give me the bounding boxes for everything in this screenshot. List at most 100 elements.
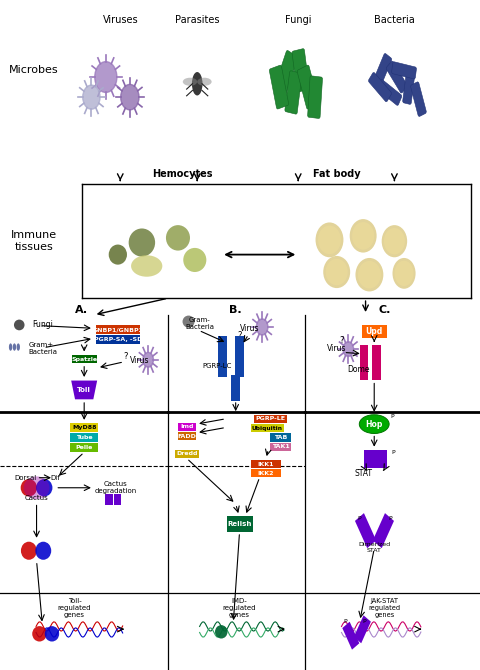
Ellipse shape [392, 258, 415, 289]
Text: STAT: STAT [354, 469, 372, 478]
Ellipse shape [349, 219, 376, 253]
Text: Tube: Tube [76, 435, 92, 440]
FancyBboxPatch shape [96, 325, 140, 334]
Text: P: P [362, 618, 366, 624]
Text: IMD-
regulated
genes: IMD- regulated genes [222, 598, 256, 618]
Ellipse shape [323, 256, 349, 288]
Text: Spatzle: Spatzle [71, 356, 97, 362]
Text: Cactus: Cactus [24, 496, 48, 501]
Ellipse shape [383, 228, 404, 255]
FancyBboxPatch shape [269, 433, 290, 442]
Ellipse shape [45, 626, 59, 642]
Ellipse shape [357, 261, 380, 289]
FancyBboxPatch shape [385, 61, 407, 93]
Text: Gram+
Bacteria: Gram+ Bacteria [29, 342, 58, 355]
FancyBboxPatch shape [372, 54, 391, 87]
Text: Toll-
regulated
genes: Toll- regulated genes [58, 598, 91, 618]
FancyBboxPatch shape [174, 450, 198, 458]
Ellipse shape [182, 78, 197, 86]
FancyBboxPatch shape [70, 444, 98, 452]
Text: Dome: Dome [347, 364, 369, 374]
Ellipse shape [317, 226, 340, 254]
Ellipse shape [359, 415, 388, 433]
Text: Hemocytes: Hemocytes [152, 170, 213, 179]
FancyBboxPatch shape [372, 513, 393, 548]
Text: Pelle: Pelle [75, 445, 93, 450]
Text: Imd: Imd [180, 424, 193, 429]
Ellipse shape [108, 245, 127, 265]
FancyBboxPatch shape [354, 513, 375, 548]
Polygon shape [71, 381, 97, 399]
Ellipse shape [192, 72, 202, 96]
Circle shape [120, 84, 139, 110]
Text: Dimerized
STAT: Dimerized STAT [358, 542, 389, 553]
Text: MyD88: MyD88 [72, 425, 96, 430]
Ellipse shape [215, 625, 227, 639]
Text: Relish: Relish [227, 521, 251, 527]
FancyBboxPatch shape [226, 516, 252, 532]
Text: B.: B. [229, 305, 241, 314]
Ellipse shape [166, 225, 190, 251]
Text: Microbes: Microbes [9, 66, 59, 75]
Text: P: P [391, 450, 395, 455]
FancyBboxPatch shape [391, 62, 416, 79]
Text: Upd: Upd [365, 327, 382, 336]
Ellipse shape [183, 248, 206, 272]
Circle shape [83, 85, 100, 109]
Ellipse shape [394, 261, 413, 286]
Text: Dorsal: Dorsal [14, 475, 36, 480]
FancyBboxPatch shape [410, 82, 425, 117]
Ellipse shape [21, 479, 37, 496]
Ellipse shape [351, 222, 373, 249]
FancyBboxPatch shape [284, 71, 301, 114]
Text: IKK1: IKK1 [257, 462, 274, 467]
Text: TAK1: TAK1 [271, 444, 288, 450]
Ellipse shape [129, 228, 155, 257]
Circle shape [342, 342, 353, 356]
FancyBboxPatch shape [177, 432, 195, 440]
FancyBboxPatch shape [235, 336, 243, 377]
Text: Parasites: Parasites [175, 15, 219, 25]
Text: GNBP1/GNBP3: GNBP1/GNBP3 [92, 327, 143, 332]
FancyBboxPatch shape [363, 450, 374, 468]
FancyBboxPatch shape [402, 70, 414, 105]
Text: ?: ? [123, 352, 128, 361]
Text: Ubiquitin: Ubiquitin [252, 425, 282, 431]
Text: Fat body: Fat body [312, 170, 360, 179]
Ellipse shape [12, 343, 16, 351]
FancyBboxPatch shape [70, 433, 98, 442]
Text: FADD: FADD [177, 433, 196, 439]
Text: P: P [343, 618, 347, 624]
Ellipse shape [381, 225, 406, 257]
Text: IKK2: IKK2 [257, 470, 274, 476]
FancyBboxPatch shape [231, 375, 240, 401]
Ellipse shape [9, 343, 12, 351]
FancyBboxPatch shape [251, 469, 280, 477]
Text: Fungi: Fungi [284, 15, 311, 25]
Text: Gram-
Bacteria: Gram- Bacteria [185, 317, 214, 330]
Text: ?: ? [338, 336, 343, 345]
FancyBboxPatch shape [361, 325, 386, 338]
Bar [105, 494, 112, 505]
Text: Immune
tissues: Immune tissues [11, 230, 57, 252]
Text: Hop: Hop [365, 419, 382, 429]
Ellipse shape [355, 258, 383, 291]
FancyBboxPatch shape [368, 72, 391, 102]
Text: Bacteria: Bacteria [373, 15, 414, 25]
Ellipse shape [315, 222, 343, 257]
Text: Toll: Toll [77, 387, 91, 393]
FancyBboxPatch shape [307, 76, 322, 119]
Bar [113, 494, 121, 505]
Ellipse shape [36, 479, 52, 496]
Text: P: P [390, 413, 394, 419]
Ellipse shape [35, 541, 51, 560]
Ellipse shape [131, 255, 162, 277]
FancyBboxPatch shape [291, 49, 309, 92]
FancyBboxPatch shape [374, 450, 386, 468]
FancyBboxPatch shape [342, 622, 359, 650]
Ellipse shape [16, 343, 20, 351]
Ellipse shape [197, 78, 211, 86]
Text: Dredd: Dredd [176, 451, 197, 456]
Text: P: P [388, 516, 392, 521]
Ellipse shape [14, 320, 24, 330]
